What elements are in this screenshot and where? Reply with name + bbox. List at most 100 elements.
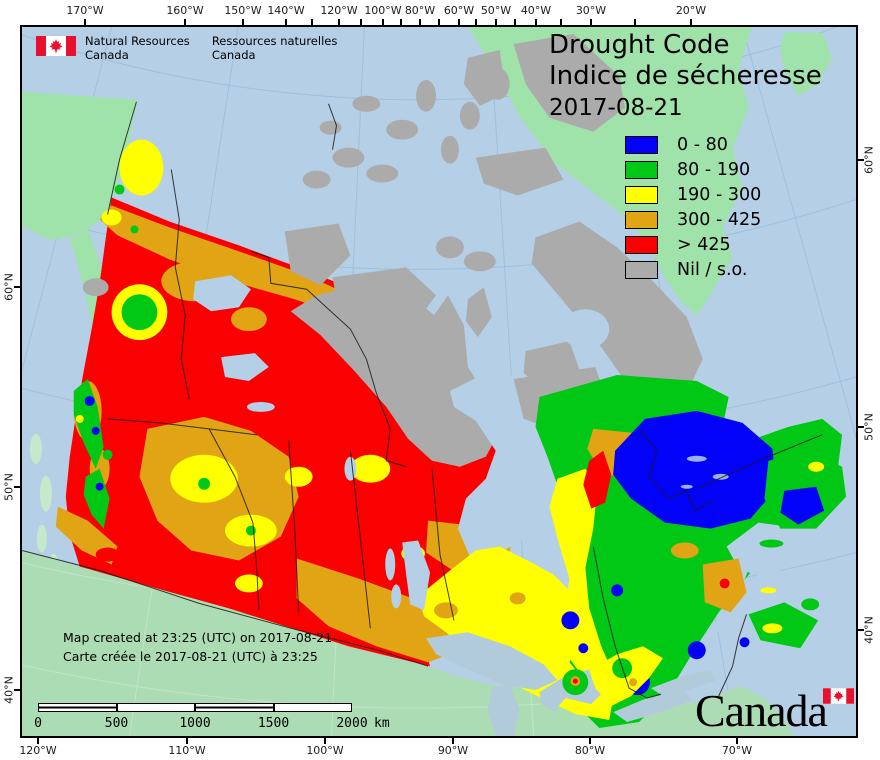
legend-swatch: [625, 135, 658, 154]
axis-tick-left: [14, 689, 20, 691]
axis-tick-top: [419, 19, 421, 25]
legend-swatch: [625, 210, 658, 229]
footnote-en: Map created at 23:25 (UTC) on 2017-08-21: [63, 630, 333, 645]
axis-label-top: 120°W: [320, 4, 358, 17]
canada-flag-icon: [36, 36, 76, 56]
legend-swatch: [625, 235, 658, 254]
axis-tick-top-minor: [514, 19, 516, 25]
borders: [22, 101, 823, 699]
legend-label: 0 - 80: [677, 134, 728, 155]
title-fr: Indice de sécheresse: [549, 61, 822, 91]
bc-coast: [73, 379, 120, 562]
legend-swatch: [625, 260, 658, 279]
axis-tick-top: [495, 19, 497, 25]
axis-tick-top-minor: [311, 19, 313, 25]
axis-label-bottom: 110°W: [168, 744, 206, 757]
axis-label-bottom: 70°W: [721, 744, 753, 757]
legend-row: 0 - 80: [625, 132, 761, 157]
axis-tick-top: [285, 19, 287, 25]
nrcan-text-fr: Ressources naturelles Canada: [212, 34, 338, 62]
red-james-bay: [583, 450, 612, 509]
nrcan-text-en: Natural Resources Canada: [85, 34, 190, 62]
wordmark-text: Canada: [695, 685, 828, 736]
axis-tick-right: [858, 629, 864, 631]
axis-tick-right: [858, 426, 864, 428]
blue-blob-lakes: [680, 455, 729, 489]
axis-tick-top-minor: [634, 19, 636, 25]
axis-tick-top: [382, 19, 384, 25]
scalebar-segment: [273, 703, 352, 712]
axis-label-top: 20°W: [675, 4, 707, 17]
ring-feature: [111, 284, 168, 341]
legend-label: 300 - 425: [677, 209, 762, 230]
southern-ontario: [562, 646, 663, 707]
green-specks-west: [114, 184, 256, 536]
great-lakes: [426, 632, 717, 736]
scalebar-bar: [38, 703, 352, 712]
axis-label-top: 60°W: [443, 4, 475, 17]
axis-label-top: 40°W: [520, 4, 552, 17]
axis-tick-top: [84, 19, 86, 25]
nrcan-logo: Natural Resources Canada Ressources natu…: [36, 34, 337, 62]
drought-map-svg: [22, 27, 856, 736]
scalebar: 0 500 1000 1500 2000 km: [34, 703, 398, 737]
legend-label: Nil / s.o.: [677, 259, 748, 280]
title-en: Drought Code: [549, 30, 730, 60]
scalebar-label: 500: [104, 716, 129, 731]
scalebar-label: 1000: [179, 716, 211, 731]
axis-tick-right: [858, 159, 864, 161]
axis-tick-top-minor: [360, 19, 362, 25]
legend-swatch: [625, 160, 658, 179]
scalebar-label: 1500: [257, 716, 290, 731]
axis-label-top: 100°W: [364, 4, 402, 17]
axis-tick-left: [14, 286, 20, 288]
western-lakes: [193, 275, 431, 611]
footnote-fr: Carte créée le 2017-08-21 (UTC) à 23:25: [63, 648, 318, 664]
axis-tick-left: [14, 486, 20, 488]
axis-label-bottom: 90°W: [437, 744, 469, 757]
nrcan-en-line1: Natural Resources: [85, 34, 190, 48]
nil-spot-yukon: [82, 278, 109, 297]
legend-row: 300 - 425: [625, 207, 761, 232]
axis-label-top: 170°W: [66, 4, 104, 17]
wordmark-flag-icon: [823, 688, 854, 704]
foxe-basin: [561, 309, 610, 350]
legend-label: 80 - 190: [677, 159, 751, 180]
axis-label-top: 150°W: [224, 4, 262, 17]
newfoundland-maritimes: [719, 450, 847, 649]
scalebar-label: 2000: [336, 716, 368, 731]
nrcan-en-line2: Canada: [85, 48, 129, 62]
legend-row: Nil / s.o.: [625, 257, 761, 282]
scalebar-label: 0: [34, 716, 42, 731]
axis-tick-bottom: [186, 738, 188, 744]
legend-row: 190 - 300: [625, 182, 761, 207]
axis-tick-top: [184, 19, 186, 25]
axis-label-bottom: 100°W: [306, 744, 344, 757]
axis-tick-bottom: [736, 738, 738, 744]
title-date: 2017-08-21: [549, 95, 683, 121]
axis-label-right: 60°N: [862, 146, 876, 174]
axis-label-top: 160°W: [166, 4, 204, 17]
axis-tick-top: [590, 19, 592, 25]
axis-tick-bottom: [324, 738, 326, 744]
axis-label-right: 40°N: [862, 616, 876, 644]
scalebar-segment: [38, 703, 117, 712]
axis-tick-bottom: [452, 738, 454, 744]
map-canvas: [20, 25, 858, 738]
scalebar-unit: km: [374, 716, 390, 731]
axis-tick-top-minor: [560, 19, 562, 25]
nrcan-fr-line2: Canada: [211, 48, 256, 62]
legend-label: 190 - 300: [677, 184, 762, 205]
scalebar-segment: [195, 703, 274, 712]
axis-label-top: 140°W: [267, 4, 305, 17]
scalebar-segment: [116, 703, 195, 712]
axis-tick-top: [535, 19, 537, 25]
axis-label-right: 50°N: [862, 413, 876, 441]
axis-tick-top-minor: [400, 19, 402, 25]
legend-row: > 425: [625, 232, 761, 257]
axis-label-top: 50°W: [480, 4, 512, 17]
legend: 0 - 80 80 - 190 190 - 300 300 - 425 > 425 Nil…: [625, 132, 761, 282]
axis-tick-top: [458, 19, 460, 25]
axis-tick-bottom: [37, 738, 39, 744]
